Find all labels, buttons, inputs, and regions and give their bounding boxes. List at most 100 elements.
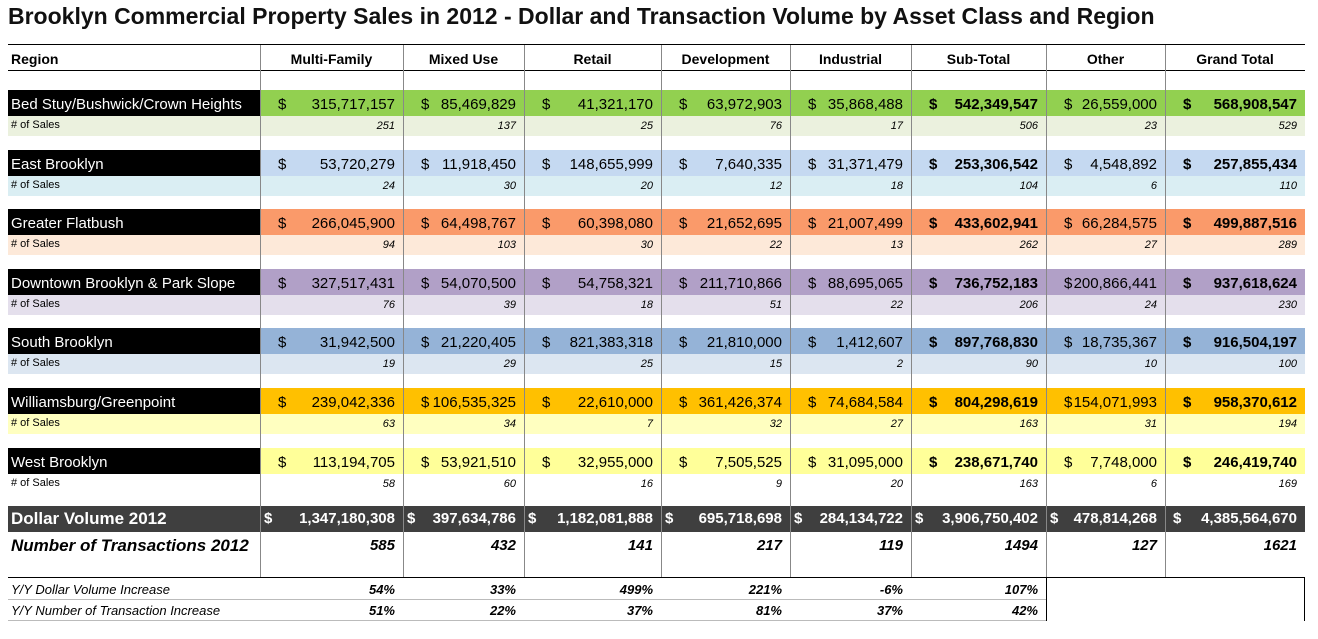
sales-label: # of Sales <box>11 119 60 131</box>
dollar-value: 239,042,336 <box>311 394 395 411</box>
currency: $ <box>1183 453 1192 471</box>
dollar-value: 60,398,080 <box>577 215 653 233</box>
dollar-value: 148,655,999 <box>569 155 653 173</box>
sales-value: 206 <box>1019 298 1038 311</box>
currency: $ <box>679 334 688 352</box>
column-header: Other <box>1086 51 1125 67</box>
rule <box>8 44 1305 45</box>
column-header: Retail <box>573 51 612 67</box>
sales-value: 19 <box>382 358 395 371</box>
region-name-cell <box>8 90 260 116</box>
currency: $ <box>542 274 551 292</box>
dollar-value: 31,371,479 <box>827 155 903 173</box>
column-rule <box>403 45 404 577</box>
column-rule <box>1046 45 1047 577</box>
sales-value: 22 <box>769 239 782 252</box>
region-name: Downtown Brooklyn & Park Slope <box>11 274 236 292</box>
dollar-value: 821,383,318 <box>569 334 653 352</box>
total-transactions: 141 <box>627 537 653 554</box>
dollar-value: 31,942,500 <box>319 334 395 352</box>
dollar-value: 958,370,612 <box>1213 394 1297 411</box>
sales-value: 137 <box>497 120 516 132</box>
currency: $ <box>1064 96 1073 113</box>
sales-value: 6 <box>1150 179 1157 192</box>
total-dollar: 478,814,268 <box>1073 510 1157 527</box>
sales-row <box>8 175 1305 196</box>
dollar-value: 7,748,000 <box>1090 453 1157 471</box>
dollar-value: 32,955,000 <box>577 453 653 471</box>
currency: $ <box>929 274 938 292</box>
currency: $ <box>808 453 817 471</box>
dollar-value: 18,735,367 <box>1081 334 1157 352</box>
sales-value: 29 <box>503 358 516 371</box>
dollar-value: 63,972,903 <box>706 96 782 113</box>
currency: $ <box>1064 274 1073 292</box>
currency: $ <box>1183 155 1192 173</box>
sales-value: 27 <box>890 418 903 430</box>
column-header: Industrial <box>818 51 882 67</box>
sales-value: 25 <box>640 120 653 132</box>
currency: $ <box>421 215 430 233</box>
dollar-value: 238,671,740 <box>954 453 1038 471</box>
rule <box>8 620 1046 621</box>
column-header: Multi-Family <box>290 51 373 67</box>
currency: $ <box>679 155 688 173</box>
sales-label: # of Sales <box>11 357 60 370</box>
sales-value: 23 <box>1144 120 1157 132</box>
sales-value: 230 <box>1278 298 1297 311</box>
currency: $ <box>1064 453 1073 471</box>
currency: $ <box>794 510 803 527</box>
yoy-value: 33% <box>489 582 516 597</box>
column-rule <box>790 45 791 577</box>
sales-label: # of Sales <box>11 417 60 429</box>
currency: $ <box>264 510 273 527</box>
sales-label: # of Sales <box>11 297 60 310</box>
currency: $ <box>542 453 551 471</box>
dollar-value: 41,321,170 <box>577 96 653 113</box>
currency: $ <box>421 334 430 352</box>
yoy-value: 107% <box>1004 582 1038 597</box>
dollar-value: 253,306,542 <box>954 155 1038 173</box>
dollar-value: 85,469,829 <box>440 96 516 113</box>
currency: $ <box>421 155 430 173</box>
total-dollar: 1,347,180,308 <box>299 510 395 527</box>
column-header: Mixed Use <box>428 51 499 67</box>
sales-value: 103 <box>497 239 516 252</box>
sales-value: 7 <box>646 418 653 430</box>
sales-value: 30 <box>640 239 653 252</box>
dollar-value: 54,758,321 <box>577 274 653 292</box>
currency: $ <box>929 96 938 113</box>
yoy-value: -6% <box>879 582 903 597</box>
sales-value: 12 <box>769 179 782 192</box>
currency: $ <box>1183 215 1192 233</box>
sales-value: 251 <box>376 120 395 132</box>
region-row <box>260 388 1305 414</box>
currency: $ <box>421 394 430 411</box>
dollar-value: 22,610,000 <box>577 394 653 411</box>
dollar-value: 361,426,374 <box>698 394 782 411</box>
sales-value: 6 <box>1150 477 1157 490</box>
yoy-label: Y/Y Number of Transaction Increase <box>11 603 221 618</box>
totals-label: Dollar Volume 2012 <box>11 509 167 528</box>
yoy-value: 81% <box>755 603 782 618</box>
region-row <box>260 149 1305 176</box>
sales-value: 39 <box>503 298 516 311</box>
currency: $ <box>278 274 287 292</box>
yoy-value: 499% <box>619 582 653 597</box>
sales-value: 25 <box>640 358 653 371</box>
dollar-value: 154,071,993 <box>1073 394 1157 411</box>
currency: $ <box>1173 510 1182 527</box>
rule <box>8 70 1305 71</box>
sales-value: 31 <box>1144 418 1157 430</box>
sales-value: 169 <box>1278 477 1297 490</box>
yoy-value: 22% <box>489 603 516 618</box>
dollar-value: 26,559,000 <box>1081 96 1157 113</box>
sales-value: 100 <box>1278 358 1297 371</box>
currency: $ <box>1064 394 1073 411</box>
column-header: Sub-Total <box>946 51 1011 67</box>
dollar-value: 54,070,500 <box>440 274 516 292</box>
dollar-value: 568,908,547 <box>1213 96 1297 113</box>
currency: $ <box>808 334 817 352</box>
currency: $ <box>1183 274 1192 292</box>
